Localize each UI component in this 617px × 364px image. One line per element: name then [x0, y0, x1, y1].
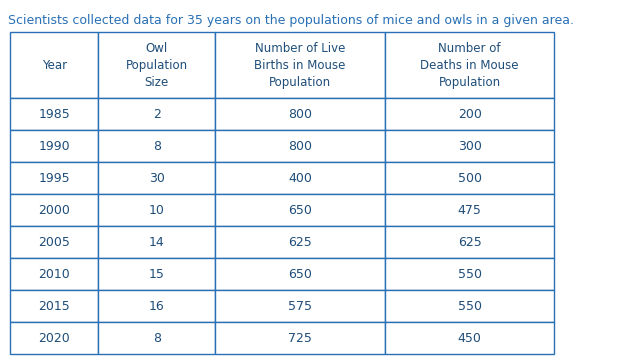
- Bar: [385, 258, 555, 290]
- Bar: [10, 290, 98, 322]
- Bar: [385, 194, 555, 226]
- Text: 2015: 2015: [38, 300, 70, 313]
- Bar: [10, 162, 98, 194]
- Text: 200: 200: [458, 107, 482, 120]
- Text: 2: 2: [153, 107, 161, 120]
- Bar: [385, 98, 555, 130]
- Bar: [98, 130, 215, 162]
- Text: Number of
Deaths in Mouse
Population: Number of Deaths in Mouse Population: [420, 41, 519, 88]
- Bar: [98, 226, 215, 258]
- Text: 1990: 1990: [38, 139, 70, 153]
- Bar: [10, 98, 98, 130]
- Bar: [10, 258, 98, 290]
- Text: 1995: 1995: [38, 171, 70, 185]
- Bar: [215, 32, 385, 98]
- Bar: [215, 322, 385, 354]
- Text: 725: 725: [288, 332, 312, 344]
- Bar: [10, 32, 98, 98]
- Text: 14: 14: [149, 236, 165, 249]
- Text: 2010: 2010: [38, 268, 70, 281]
- Bar: [385, 162, 555, 194]
- Bar: [98, 162, 215, 194]
- Text: 650: 650: [288, 203, 312, 217]
- Text: 800: 800: [288, 107, 312, 120]
- Text: 8: 8: [153, 332, 161, 344]
- Text: 550: 550: [458, 300, 482, 313]
- Bar: [385, 130, 555, 162]
- Bar: [215, 130, 385, 162]
- Text: 500: 500: [458, 171, 482, 185]
- Text: 30: 30: [149, 171, 165, 185]
- Bar: [98, 194, 215, 226]
- Text: 625: 625: [458, 236, 481, 249]
- Text: 2005: 2005: [38, 236, 70, 249]
- Bar: [215, 162, 385, 194]
- Bar: [385, 226, 555, 258]
- Text: 450: 450: [458, 332, 482, 344]
- Text: 650: 650: [288, 268, 312, 281]
- Bar: [10, 194, 98, 226]
- Bar: [10, 130, 98, 162]
- Text: Owl
Population
Size: Owl Population Size: [126, 41, 188, 88]
- Bar: [98, 258, 215, 290]
- Bar: [215, 226, 385, 258]
- Bar: [98, 322, 215, 354]
- Text: 625: 625: [288, 236, 312, 249]
- Text: 550: 550: [458, 268, 482, 281]
- Bar: [10, 322, 98, 354]
- Text: Year: Year: [41, 59, 67, 71]
- Bar: [215, 258, 385, 290]
- Text: 800: 800: [288, 139, 312, 153]
- Bar: [98, 98, 215, 130]
- Bar: [385, 290, 555, 322]
- Text: Number of Live
Births in Mouse
Population: Number of Live Births in Mouse Populatio…: [254, 41, 346, 88]
- Bar: [10, 226, 98, 258]
- Bar: [98, 32, 215, 98]
- Text: 400: 400: [288, 171, 312, 185]
- Text: 2000: 2000: [38, 203, 70, 217]
- Text: 15: 15: [149, 268, 165, 281]
- Bar: [385, 32, 555, 98]
- Text: 300: 300: [458, 139, 482, 153]
- Text: 10: 10: [149, 203, 165, 217]
- Text: 2020: 2020: [38, 332, 70, 344]
- Text: Scientists collected data for 35 years on the populations of mice and owls in a : Scientists collected data for 35 years o…: [8, 14, 574, 27]
- Text: 1985: 1985: [38, 107, 70, 120]
- Bar: [215, 98, 385, 130]
- Text: 8: 8: [153, 139, 161, 153]
- Bar: [215, 290, 385, 322]
- Text: 16: 16: [149, 300, 165, 313]
- Text: 575: 575: [288, 300, 312, 313]
- Text: 475: 475: [458, 203, 482, 217]
- Bar: [98, 290, 215, 322]
- Bar: [385, 322, 555, 354]
- Bar: [215, 194, 385, 226]
